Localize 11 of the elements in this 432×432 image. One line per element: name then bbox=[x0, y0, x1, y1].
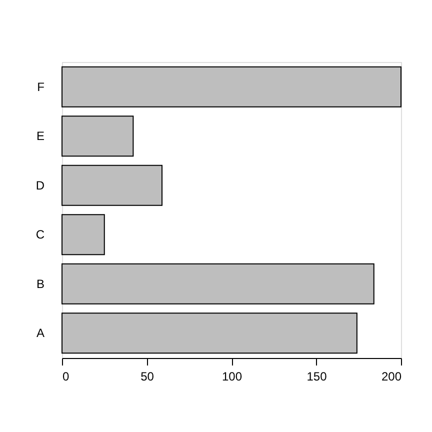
y-tick-label: F bbox=[37, 80, 44, 94]
x-tick-label: 100 bbox=[222, 370, 242, 384]
y-tick-label: C bbox=[36, 228, 45, 242]
y-tick-label: A bbox=[36, 326, 44, 340]
x-tick-label: 50 bbox=[140, 370, 154, 384]
x-tick-label: 0 bbox=[62, 370, 70, 384]
y-tick-label: E bbox=[36, 129, 44, 144]
x-tick-label: 200 bbox=[381, 370, 402, 384]
y-tick-label: B bbox=[36, 276, 44, 291]
y-tick-label: D bbox=[36, 178, 45, 192]
x-tick-label: 150 bbox=[306, 370, 328, 384]
